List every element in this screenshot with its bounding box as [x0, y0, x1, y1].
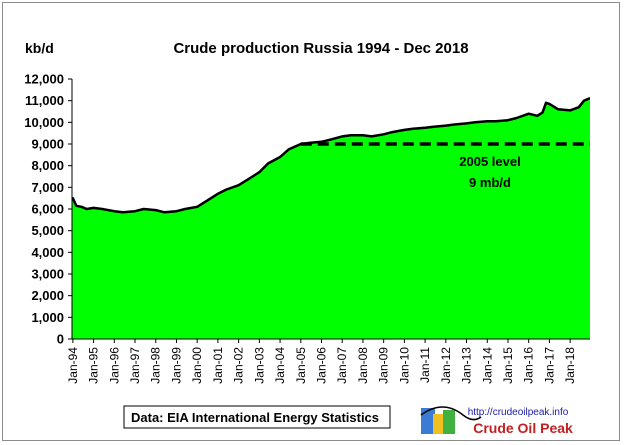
x-tick-label: Jan-11 [418, 347, 432, 383]
plot-area [71, 79, 591, 340]
logo-bar-green [443, 410, 455, 434]
x-tick-label: Jan-02 [232, 347, 246, 384]
x-tick-label: Jan-01 [211, 347, 225, 384]
y-tick-label: 6,000 [31, 202, 64, 217]
source-note-box: Data: EIA International Energy Statistic… [123, 405, 391, 429]
reference-label-line2: 9 mb/d [469, 175, 511, 190]
source-note-border [123, 405, 391, 429]
x-tick-label: Jan-97 [128, 347, 142, 384]
y-axis: 0 1,000 2,000 3,000 4,000 5,000 6,000 7,000 8,00… [24, 72, 72, 347]
y-tick-label: 12,000 [24, 72, 64, 87]
x-tick-label: Jan-17 [542, 347, 556, 384]
x-tick-label: Jan-96 [107, 347, 121, 384]
x-tick-label: Jan-07 [335, 347, 349, 384]
chart-frame: kb/d Crude production Russia 1994 - Dec … [2, 2, 620, 441]
production-line [71, 97, 591, 214]
logo-peak-curve [420, 406, 482, 421]
y-tick-label: 0 [57, 332, 64, 347]
y-tick-label: 11,000 [25, 93, 64, 108]
y-tick-label: 9,000 [31, 137, 64, 152]
y-tick-label: 7,000 [31, 180, 64, 195]
x-tick-label: Jan-04 [273, 347, 287, 384]
y-tick-label: 5,000 [31, 223, 64, 238]
logo-name: Crude Oil Peak [473, 420, 573, 436]
x-tick-label: Jan-10 [397, 347, 411, 384]
reference-label-line1: 2005 level [459, 154, 520, 169]
x-tick-label: Jan-16 [522, 347, 536, 384]
x-tick-label: Jan-09 [377, 347, 391, 384]
y-tick-label: 1,000 [31, 310, 64, 325]
logo-bar-blue [421, 408, 435, 434]
crude-oil-peak-logo: http://crudeoilpeak.info Crude Oil Peak [420, 406, 573, 436]
source-note: Data: EIA International Energy Statistic… [131, 410, 379, 425]
x-tick-label: Jan-95 [87, 347, 101, 384]
y-tick-label: 8,000 [31, 158, 64, 173]
y-tick-label: 10,000 [24, 115, 64, 130]
y-tick-label: 4,000 [31, 245, 64, 260]
x-tick-label: Jan-08 [356, 347, 370, 384]
logo-bar-yellow [433, 414, 445, 434]
x-tick-label: Jan-00 [190, 347, 204, 384]
x-tick-label: Jan-05 [294, 347, 308, 384]
x-tick-label: Jan-98 [149, 347, 163, 384]
x-tick-label: Jan-15 [501, 347, 515, 384]
y-axis-label: kb/d [25, 40, 54, 56]
chart-title: Crude production Russia 1994 - Dec 2018 [173, 40, 468, 57]
x-tick-label: Jan-12 [439, 347, 453, 384]
y-tick-label: 2,000 [31, 288, 64, 303]
x-tick-label: Jan-94 [66, 347, 80, 384]
x-tick-label: Jan-06 [315, 347, 329, 384]
production-area [72, 98, 590, 339]
x-tick-label: Jan-13 [460, 347, 474, 384]
x-tick-label: Jan-14 [480, 347, 494, 384]
y-tick-label: 3,000 [31, 267, 64, 282]
x-axis: Jan-94 Jan-95 Jan-96 Jan-97 Jan-98 Jan-99 Jan-… [66, 339, 577, 384]
x-tick-label: Jan-03 [252, 347, 266, 384]
chart-svg: kb/d Crude production Russia 1994 - Dec … [24, 40, 591, 436]
x-tick-label: Jan-99 [169, 347, 183, 384]
reference-line-group: 2005 level 9 mb/d [300, 142, 590, 190]
x-tick-label: Jan-18 [563, 347, 577, 384]
logo-url[interactable]: http://crudeoilpeak.info [468, 407, 569, 418]
